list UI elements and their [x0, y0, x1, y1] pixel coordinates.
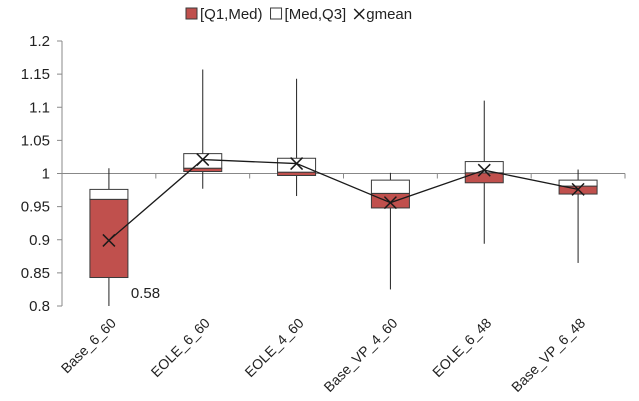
upper-box [183, 153, 223, 169]
gmean-marker-stroke [477, 163, 491, 177]
gmean-marker [571, 182, 585, 196]
gmean-marker [196, 153, 210, 167]
y-axis: 0.8 0.85 0.9 0.95 1 1.05 1.1 1.15 1.2 [21, 33, 63, 315]
gmean-marker [383, 196, 397, 210]
upper-box [370, 179, 410, 194]
gmean-marker [102, 233, 116, 247]
legend: [Q1,Med) [Med,Q3] gmean [185, 6, 412, 23]
upper-box [277, 157, 317, 173]
gmean-marker-stroke [290, 157, 304, 171]
legend-swatch [185, 7, 198, 20]
gmean-marker-stroke [383, 196, 397, 210]
legend-item-gmean: gmean [353, 6, 412, 23]
annotation-label: 0.58 [131, 285, 160, 302]
lower-box [370, 192, 410, 209]
y-tick-label: 1.2 [29, 33, 50, 50]
legend-label: [Q1,Med) [200, 6, 263, 23]
y-tick-label: 1.15 [21, 66, 50, 83]
upper-box [464, 161, 504, 174]
gmean-marker-stroke [102, 233, 116, 247]
annotations-layer: 0.58 [131, 285, 160, 302]
legend-marker [353, 8, 365, 20]
box-group [558, 169, 598, 263]
legend-label: gmean [366, 6, 412, 23]
box-group [277, 78, 317, 197]
legend-swatch [270, 7, 283, 20]
x-category-label: EOLE_4_60 [241, 315, 306, 380]
gmean-line [108, 158, 579, 241]
y-tick-label: 0.95 [21, 199, 50, 216]
box-group [464, 100, 504, 244]
y-tick-label: 1.05 [21, 132, 50, 149]
x-category-label: Base_6_60 [58, 315, 120, 377]
upper-box [558, 179, 598, 187]
box-group [370, 172, 410, 290]
gmean-marker-stroke [196, 153, 210, 167]
boxes-layer [89, 69, 598, 306]
x-category-label: Base_VP_4_60 [320, 315, 400, 395]
upper-box [89, 188, 129, 200]
box-group [89, 168, 129, 306]
x-category-label: Base_VP_6_48 [508, 315, 588, 395]
box-group [183, 69, 223, 189]
legend-label: [Med,Q3] [285, 6, 347, 23]
legend-item-med-q3: [Med,Q3] [270, 6, 347, 23]
y-tick-label: 0.9 [29, 232, 50, 249]
lower-box [89, 198, 129, 279]
y-tick-label: 0.8 [29, 298, 50, 315]
y-tick-label: 0.85 [21, 265, 50, 282]
y-tick-label: 1.1 [29, 99, 50, 116]
x-category-label: EOLE_6_48 [429, 315, 494, 380]
legend-item-q1-med: [Q1,Med) [185, 6, 263, 23]
gmean-marker [477, 163, 491, 177]
x-category-label: EOLE_6_60 [148, 315, 213, 380]
y-tick-label: 1 [42, 166, 50, 183]
gmean-marker [290, 157, 304, 171]
gmean-marker-stroke [571, 182, 585, 196]
gmean-layer [102, 153, 585, 247]
